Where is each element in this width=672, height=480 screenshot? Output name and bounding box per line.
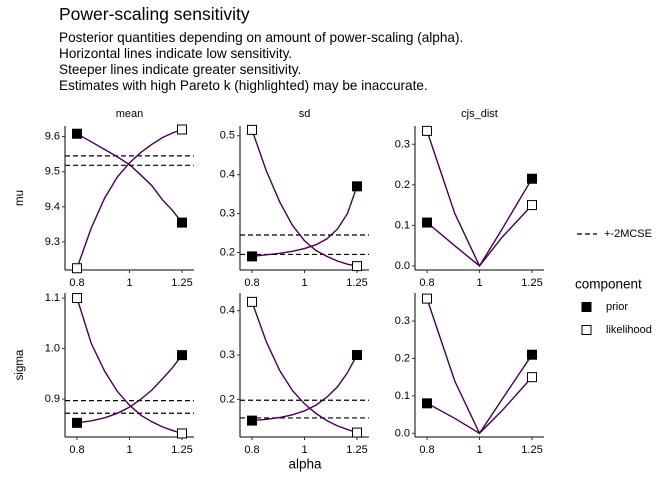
legend-label-likelihood: likelihood — [606, 324, 652, 336]
subtitle-line-3: Steeper lines indicate greater sensitivi… — [59, 62, 302, 77]
y-tick-label: 0.2 — [220, 393, 235, 405]
subtitle-line-4: Estimates with high Pareto k (highlighte… — [59, 78, 428, 93]
point-prior — [72, 128, 82, 139]
y-tick-label: 0.3 — [220, 349, 235, 361]
y-tick-label: 0.0 — [395, 260, 410, 272]
y-tick-label: 0.3 — [395, 315, 410, 327]
y-tick-label: 9.3 — [45, 236, 60, 248]
x-tick-label: 1 — [126, 444, 132, 456]
chart-title: Power-scaling sensitivity — [59, 4, 250, 24]
y-tick-label: 0.2 — [220, 246, 235, 258]
legend: +-2MCSE component prior likelihood — [575, 228, 652, 336]
x-tick-label: 1.25 — [346, 277, 367, 289]
legend-key-likelihood — [581, 325, 592, 335]
x-tick-label: 1.25 — [521, 277, 542, 289]
point-prior — [352, 350, 362, 361]
x-tick-label: 0.8 — [69, 444, 84, 456]
point-prior — [352, 181, 362, 192]
point-likelihood — [422, 293, 432, 304]
y-tick-label: 0.2 — [395, 179, 410, 191]
y-tick-label: 1.1 — [45, 292, 60, 304]
y-tick-label: 1.0 — [45, 343, 60, 355]
x-tick-label: 1 — [476, 277, 482, 289]
point-prior — [422, 398, 432, 409]
y-tick-label: 0.3 — [220, 208, 235, 220]
y-tick-label: 0.4 — [220, 169, 235, 181]
row-label-sigma: sigma — [14, 349, 26, 380]
point-prior — [527, 349, 537, 360]
point-prior — [422, 217, 432, 228]
series-line-likelihood — [426, 130, 533, 268]
x-tick-label: 0.8 — [419, 444, 434, 456]
x-tick-label: 1 — [476, 444, 482, 456]
point-likelihood — [177, 428, 187, 439]
series-line-prior — [76, 133, 183, 224]
series-line-likelihood — [76, 297, 183, 435]
point-likelihood — [422, 125, 432, 136]
panel-mu-cjs-dist: 0.0 0.1 0.2 0.3 0.8 1 1.25 — [395, 125, 544, 289]
x-tick-label: 1.25 — [171, 444, 192, 456]
series-line-likelihood — [251, 129, 358, 267]
x-tick-label: 1.25 — [171, 277, 192, 289]
point-likelihood — [72, 293, 82, 304]
y-tick-label: 9.4 — [45, 201, 60, 213]
point-likelihood — [352, 427, 362, 438]
x-tick-label: 0.8 — [244, 277, 259, 289]
y-tick-label: 0.1 — [395, 390, 410, 402]
y-tick-label: 0.1 — [395, 219, 410, 231]
point-prior — [247, 251, 257, 262]
legend-mcse-label: +-2MCSE — [604, 228, 652, 240]
series-line-likelihood — [76, 128, 183, 269]
x-tick-label: 1 — [126, 277, 132, 289]
y-tick-label: 0.4 — [220, 305, 235, 317]
panel-sigma-sd: 0.2 0.3 0.4 0.8 1 1.25 — [220, 293, 369, 456]
panel-sigma-cjs-dist: 0.0 0.1 0.2 0.3 0.8 1 1.25 — [395, 293, 544, 456]
point-likelihood — [177, 124, 187, 135]
row-label-mu: mu — [14, 190, 26, 206]
panel-sigma-mean: 0.9 1.0 1.1 0.8 1 1.25 — [45, 292, 194, 456]
series-line-prior — [251, 186, 358, 258]
x-tick-label: 0.8 — [69, 277, 84, 289]
y-tick-label: 0.0 — [395, 427, 410, 439]
x-tick-label: 1 — [301, 444, 307, 456]
point-likelihood — [247, 124, 257, 135]
legend-label-prior: prior — [606, 301, 628, 313]
series-line-prior — [251, 354, 358, 422]
series-line-prior — [76, 354, 183, 424]
y-tick-label: 0.9 — [45, 393, 60, 405]
y-tick-label: 0.2 — [395, 352, 410, 364]
point-likelihood — [352, 261, 362, 272]
point-likelihood — [527, 200, 537, 211]
x-tick-label: 0.8 — [419, 277, 434, 289]
subtitle-line-2: Horizontal lines indicate low sensitivit… — [59, 46, 293, 61]
strip-label-mean: mean — [116, 108, 144, 120]
y-tick-label: 0.5 — [220, 130, 235, 142]
strip-label-sd: sd — [299, 108, 311, 120]
point-prior — [247, 415, 257, 426]
point-prior — [72, 417, 82, 428]
legend-key-prior — [581, 302, 592, 312]
x-axis-title: alpha — [288, 457, 322, 472]
x-tick-label: 1.25 — [521, 444, 542, 456]
point-likelihood — [527, 372, 537, 383]
y-tick-label: 0.3 — [395, 138, 410, 150]
point-likelihood — [247, 296, 257, 307]
point-likelihood — [72, 263, 82, 274]
panel-mu-sd: 0.2 0.3 0.4 0.5 0.8 1 1.25 — [220, 124, 369, 289]
x-tick-label: 0.8 — [244, 444, 259, 456]
y-tick-label: 9.6 — [45, 131, 60, 143]
x-tick-label: 1 — [301, 277, 307, 289]
panel-mu-mean: 9.3 9.4 9.5 9.6 0.8 1 1.25 — [45, 124, 194, 289]
point-prior — [177, 350, 187, 361]
subtitle-line-1: Posterior quantities depending on amount… — [59, 30, 464, 45]
series-line-likelihood — [251, 301, 358, 434]
point-prior — [177, 217, 187, 228]
strip-label-cjs-dist: cjs_dist — [461, 108, 498, 120]
series-line-likelihood — [426, 298, 533, 435]
x-tick-label: 1.25 — [346, 444, 367, 456]
point-prior — [527, 173, 537, 184]
legend-component-title: component — [575, 277, 642, 292]
y-tick-label: 9.5 — [45, 166, 60, 178]
